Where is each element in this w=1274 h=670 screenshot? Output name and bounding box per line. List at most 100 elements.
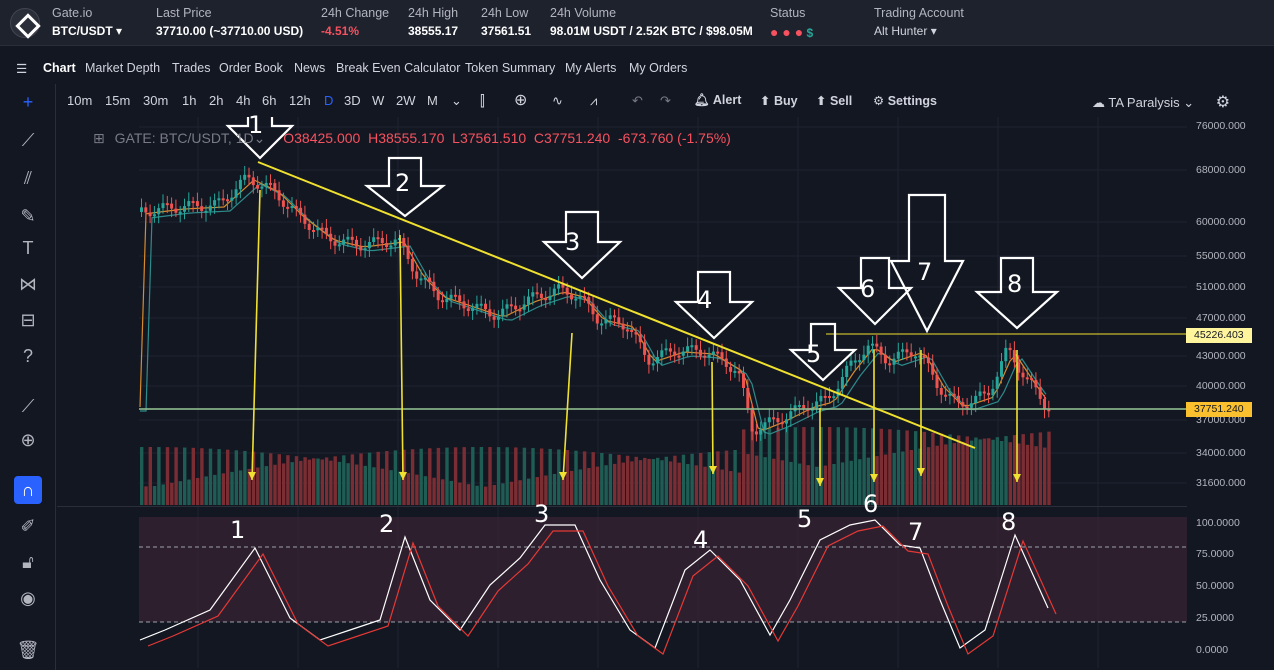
volume-bar bbox=[681, 454, 686, 505]
volume-bar bbox=[656, 457, 660, 505]
volume-bar bbox=[991, 439, 995, 505]
trash-icon[interactable]: 🗑︎ bbox=[16, 640, 40, 660]
hamburger-icon[interactable]: ☰ bbox=[16, 62, 28, 76]
candle-body bbox=[552, 288, 556, 296]
candle-body bbox=[406, 246, 410, 259]
tf-dropdown-icon[interactable]: ⌄ bbox=[451, 93, 462, 108]
legend-symbol[interactable]: GATE: BTC/USDT, 1D bbox=[114, 130, 254, 146]
menu-my-alerts[interactable]: My Alerts bbox=[565, 61, 617, 75]
crosshair-icon[interactable]: + bbox=[22, 92, 34, 112]
candle-body bbox=[862, 354, 866, 361]
menu-token-summary[interactable]: Token Summary bbox=[465, 61, 556, 75]
candle-body bbox=[342, 239, 346, 245]
indicators-icon[interactable]: ⊕ bbox=[514, 92, 528, 109]
volume-bar bbox=[935, 445, 939, 505]
text-icon[interactable]: T bbox=[22, 238, 34, 258]
tf-2w[interactable]: 2W bbox=[396, 93, 416, 108]
tf-d[interactable]: D bbox=[324, 93, 334, 108]
candle-body bbox=[957, 395, 960, 403]
volume-bar bbox=[144, 486, 148, 505]
volume-bar bbox=[320, 459, 324, 505]
magnet-icon[interactable]: ∩ bbox=[14, 476, 42, 504]
sell-button[interactable]: ⬆ Sell bbox=[816, 94, 853, 108]
tf-15m[interactable]: 15m bbox=[105, 93, 131, 108]
unlock-icon[interactable]: 🔓︎ bbox=[22, 552, 34, 572]
tf-m[interactable]: M bbox=[427, 93, 438, 108]
templates-icon[interactable]: ⩘ bbox=[590, 93, 598, 108]
tf-30m[interactable]: 30m bbox=[143, 93, 169, 108]
candle-body bbox=[200, 206, 204, 211]
chart-canvas[interactable] bbox=[57, 117, 1274, 670]
tf-w[interactable]: W bbox=[372, 93, 385, 108]
volume-bar bbox=[350, 454, 355, 505]
volume-bar bbox=[810, 427, 815, 505]
price-axis-label: 40000.000 bbox=[1196, 380, 1246, 392]
compare-icon[interactable]: ∿ bbox=[552, 93, 563, 108]
pair-selector[interactable]: BTC/USDT ▾ bbox=[52, 24, 123, 38]
candle-type-icon[interactable]: ⫿ bbox=[480, 93, 485, 110]
trendline-icon[interactable]: ⟋ bbox=[21, 130, 35, 150]
gear-icon[interactable]: ⚙ bbox=[1215, 94, 1231, 111]
tf-4h[interactable]: 4h bbox=[236, 93, 251, 108]
high-value: 38555.17 bbox=[408, 24, 459, 38]
current-price-tag: 37751.240 bbox=[1186, 402, 1252, 417]
tf-6h[interactable]: 6h bbox=[262, 93, 277, 108]
pitchfork-icon[interactable]: ⫽ bbox=[23, 168, 33, 188]
candle-body bbox=[204, 210, 208, 213]
tf-1h[interactable]: 1h bbox=[182, 93, 197, 108]
volume-bar bbox=[707, 452, 711, 505]
menu-trades[interactable]: Trades bbox=[172, 61, 211, 75]
volume-bar bbox=[561, 472, 565, 505]
tf-10m[interactable]: 10m bbox=[67, 93, 93, 108]
buy-button[interactable]: ⬆ Buy bbox=[760, 94, 798, 108]
zoom-icon[interactable]: ⊕ bbox=[20, 430, 36, 450]
brush-icon[interactable]: ✎ bbox=[20, 206, 36, 226]
tf-12h[interactable]: 12h bbox=[289, 93, 311, 108]
candle-body bbox=[660, 350, 664, 358]
volume-bar bbox=[849, 460, 853, 505]
menu-chart[interactable]: Chart bbox=[43, 61, 76, 75]
volume-bar bbox=[475, 485, 479, 505]
candle-body bbox=[471, 308, 475, 311]
settings-button[interactable]: ⚙ Settings bbox=[873, 94, 938, 108]
measure-icon[interactable]: ⊟ bbox=[20, 310, 36, 330]
account-block[interactable]: Trading Account Alt Hunter ▾ bbox=[874, 6, 964, 38]
volume-bar bbox=[806, 465, 810, 505]
volume-bar bbox=[776, 427, 780, 505]
candle-body bbox=[234, 189, 238, 198]
help-icon[interactable]: ? bbox=[22, 346, 33, 366]
tf-2h[interactable]: 2h bbox=[209, 93, 224, 108]
candle-body bbox=[621, 323, 625, 330]
menu-break-even[interactable]: Break Even Calculator bbox=[336, 61, 461, 75]
candle-body bbox=[458, 295, 462, 302]
candle-body bbox=[1012, 350, 1016, 363]
volume-bar bbox=[1038, 432, 1043, 505]
tf-3d[interactable]: 3D bbox=[344, 93, 361, 108]
menu-news[interactable]: News bbox=[294, 61, 326, 75]
undo-icon[interactable]: ↶ bbox=[632, 93, 643, 108]
volume-bar bbox=[208, 448, 213, 505]
account-selector[interactable]: Alt Hunter ▾ bbox=[874, 24, 937, 38]
candle-body bbox=[191, 201, 195, 204]
osc-peak-label: 3 bbox=[534, 500, 550, 528]
volume-bar bbox=[591, 452, 595, 505]
eye-icon[interactable]: ◉ bbox=[20, 588, 36, 608]
redo-icon[interactable]: ↷ bbox=[660, 93, 671, 108]
candle-body bbox=[1038, 387, 1042, 399]
pattern-icon[interactable]: ⋈ bbox=[19, 274, 37, 294]
lock-drawing-icon[interactable]: ✐ bbox=[20, 516, 36, 536]
menu-market-depth[interactable]: Market Depth bbox=[85, 61, 161, 75]
layout-selector[interactable]: ☁ TA Paralysis ⌄ ⚙ bbox=[1092, 94, 1231, 111]
ruler-icon[interactable]: ⟋ bbox=[21, 396, 35, 416]
menu-my-orders[interactable]: My Orders bbox=[629, 61, 688, 75]
volume-bar bbox=[716, 451, 720, 505]
expand-icon[interactable]: ⊞ bbox=[93, 130, 105, 146]
candle-body bbox=[733, 370, 737, 373]
candle-body bbox=[767, 417, 771, 423]
menu-order-book[interactable]: Order Book bbox=[219, 61, 283, 75]
volume-bar bbox=[604, 465, 608, 505]
alert-button[interactable]: 🔔︎ Alert bbox=[694, 93, 742, 107]
volume-bar bbox=[290, 462, 294, 505]
volume-bar bbox=[711, 468, 716, 505]
volume-bars bbox=[140, 427, 1051, 505]
